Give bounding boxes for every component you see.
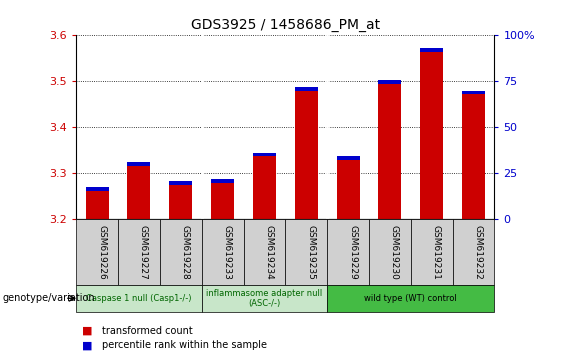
Bar — [170, 181, 192, 219]
Bar — [170, 181, 192, 185]
Text: inflammasome adapter null
(ASC-/-): inflammasome adapter null (ASC-/-) — [206, 289, 323, 308]
Bar — [337, 156, 359, 219]
Text: GSM619233: GSM619233 — [223, 225, 232, 280]
Text: GSM619232: GSM619232 — [473, 225, 483, 280]
Text: GSM619235: GSM619235 — [306, 225, 315, 280]
Text: GSM619226: GSM619226 — [97, 225, 106, 280]
Bar — [337, 156, 359, 160]
Text: GSM619231: GSM619231 — [432, 225, 441, 280]
Text: ■: ■ — [82, 340, 93, 350]
Text: transformed count: transformed count — [102, 326, 193, 336]
Bar — [462, 91, 485, 219]
Text: percentile rank within the sample: percentile rank within the sample — [102, 340, 267, 350]
Bar — [420, 48, 443, 219]
Title: GDS3925 / 1458686_PM_at: GDS3925 / 1458686_PM_at — [191, 18, 380, 32]
Text: genotype/variation: genotype/variation — [3, 293, 95, 303]
Text: GSM619229: GSM619229 — [348, 225, 357, 280]
Bar — [128, 162, 150, 166]
Text: wild type (WT) control: wild type (WT) control — [364, 294, 457, 303]
Bar — [462, 91, 485, 94]
Bar — [86, 187, 108, 219]
Bar — [295, 87, 318, 219]
Bar — [86, 187, 108, 191]
Text: GSM619234: GSM619234 — [264, 225, 273, 280]
Bar — [211, 179, 234, 219]
Bar — [253, 153, 276, 219]
Text: GSM619230: GSM619230 — [390, 225, 399, 280]
Bar — [379, 80, 401, 219]
Bar — [295, 87, 318, 91]
Text: Caspase 1 null (Casp1-/-): Caspase 1 null (Casp1-/-) — [86, 294, 192, 303]
Bar — [379, 80, 401, 84]
Bar — [420, 48, 443, 52]
Text: ■: ■ — [82, 326, 93, 336]
Bar — [253, 153, 276, 156]
Text: GSM619228: GSM619228 — [181, 225, 190, 280]
Text: GSM619227: GSM619227 — [139, 225, 148, 280]
Bar — [211, 179, 234, 183]
Bar — [128, 162, 150, 219]
